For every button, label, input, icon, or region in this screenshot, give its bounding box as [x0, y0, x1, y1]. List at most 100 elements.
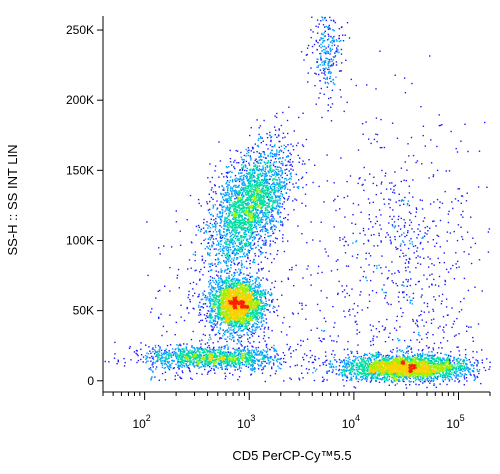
data-point: [264, 225, 266, 227]
data-point: [242, 188, 244, 190]
data-point: [238, 226, 240, 229]
data-point: [243, 277, 246, 279]
data-point: [251, 217, 253, 219]
data-point: [261, 221, 263, 223]
data-point: [244, 276, 247, 279]
data-point: [270, 175, 272, 178]
data-point: [235, 202, 238, 204]
data-point: [247, 306, 249, 308]
data-point: [241, 322, 243, 325]
data-point: [246, 194, 248, 196]
data-point: [262, 289, 265, 291]
data-point: [238, 300, 240, 302]
data-point: [301, 163, 304, 165]
data-point: [243, 284, 246, 287]
data-point: [254, 217, 257, 219]
data-point: [247, 324, 250, 327]
data-point: [270, 208, 272, 210]
data-point: [250, 244, 252, 246]
data-point: [213, 294, 216, 296]
data-point: [235, 212, 237, 215]
data-point: [226, 257, 228, 260]
data-point: [299, 157, 301, 159]
data-point: [217, 259, 219, 261]
data-point: [271, 228, 273, 230]
data-point: [237, 321, 239, 323]
data-point: [250, 231, 252, 234]
data-point: [253, 315, 256, 318]
data-point: [270, 227, 272, 229]
data-point: [264, 168, 267, 170]
data-point: [280, 145, 283, 147]
data-point: [264, 178, 266, 181]
data-point: [264, 230, 266, 232]
data-point: [221, 279, 223, 281]
data-point: [249, 174, 251, 176]
data-point: [211, 246, 213, 248]
data-point: [234, 229, 236, 231]
data-point: [234, 179, 236, 182]
data-point: [241, 186, 243, 189]
data-point: [224, 304, 227, 306]
data-point: [250, 236, 252, 238]
data-point: [249, 259, 251, 262]
data-point: [271, 226, 273, 228]
data-point: [254, 159, 256, 162]
data-point: [238, 242, 240, 244]
data-point: [217, 275, 219, 277]
data-point: [239, 334, 241, 336]
data-point: [256, 209, 258, 212]
data-point: [231, 306, 233, 308]
data-point: [278, 212, 280, 214]
data-point: [239, 290, 241, 292]
data-point: [218, 277, 220, 279]
data-point: [204, 230, 207, 232]
data-point: [227, 319, 230, 322]
data-point: [237, 235, 239, 237]
data-point: [246, 206, 249, 208]
data-point: [256, 301, 258, 303]
data-point: [242, 290, 244, 293]
data-point: [232, 246, 234, 248]
data-point: [262, 195, 265, 197]
data-point: [252, 200, 255, 202]
data-point: [239, 300, 241, 302]
data-point: [243, 237, 246, 239]
data-point: [257, 286, 259, 288]
data-point: [257, 321, 260, 323]
data-point: [234, 233, 236, 235]
data-point: [226, 198, 228, 201]
data-point: [246, 281, 248, 284]
data-point: [271, 220, 273, 223]
data-point: [227, 265, 229, 267]
data-point: [222, 235, 224, 237]
data-point: [239, 256, 242, 258]
data-point: [278, 129, 280, 131]
data-point: [243, 184, 245, 186]
data-point: [274, 144, 276, 146]
data-point: [250, 178, 252, 180]
data-point: [270, 220, 272, 222]
data-point: [263, 304, 265, 306]
data-point: [222, 317, 224, 319]
data-point: [231, 286, 233, 288]
data-point: [231, 274, 233, 276]
data-point: [256, 205, 259, 207]
data-point: [278, 195, 281, 198]
data-point: [280, 168, 282, 170]
data-point: [300, 177, 303, 180]
data-point: [256, 203, 258, 206]
data-point: [256, 161, 259, 163]
data-point: [198, 314, 200, 316]
data-point: [257, 309, 259, 311]
data-point: [247, 311, 249, 313]
data-point: [212, 204, 214, 206]
data-point: [221, 294, 224, 296]
data-point: [246, 198, 248, 200]
data-point: [273, 161, 276, 163]
data-point: [234, 317, 236, 319]
data-point: [269, 161, 272, 164]
data-point: [220, 306, 222, 309]
data-point: [209, 227, 212, 229]
data-point: [263, 243, 265, 245]
